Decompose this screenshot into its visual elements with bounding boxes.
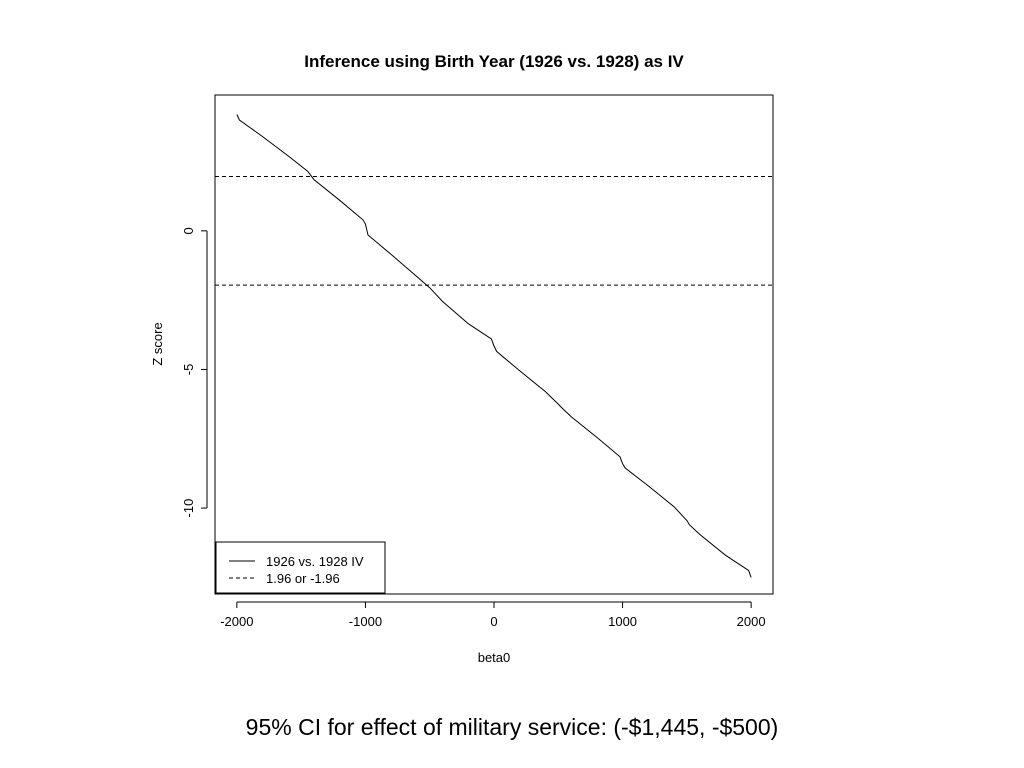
x-tick-label: 0	[490, 614, 497, 629]
threshold-lines	[215, 176, 773, 286]
legend-entry-label: 1.96 or -1.96	[266, 571, 340, 586]
x-axis-label: beta0	[478, 650, 511, 665]
series-lines	[236, 114, 752, 578]
x-tick-label: -1000	[349, 614, 382, 629]
chart-title: Inference using Birth Year (1926 vs. 192…	[304, 52, 684, 71]
y-tick-label: -5	[181, 364, 196, 376]
series-line	[236, 114, 752, 578]
caption: 95% CI for effect of military service: (…	[245, 714, 779, 740]
legend-box	[215, 541, 386, 594]
legend: 1926 vs. 1928 IV 1.96 or -1.96	[215, 541, 386, 594]
y-tick-label: 0	[181, 227, 196, 234]
y-axis: 0 -5 -10	[181, 227, 208, 518]
y-tick-label: -10	[181, 499, 196, 518]
chart: Inference using Birth Year (1926 vs. 192…	[150, 52, 774, 665]
x-tick-label: -2000	[220, 614, 253, 629]
x-axis: -2000 -1000 0 1000 2000	[220, 601, 766, 629]
plot-frame	[214, 94, 774, 595]
x-tick-label: 1000	[608, 614, 637, 629]
y-axis-label: Z score	[150, 322, 165, 365]
legend-entry-label: 1926 vs. 1928 IV	[266, 554, 364, 569]
x-tick-label: 2000	[737, 614, 766, 629]
